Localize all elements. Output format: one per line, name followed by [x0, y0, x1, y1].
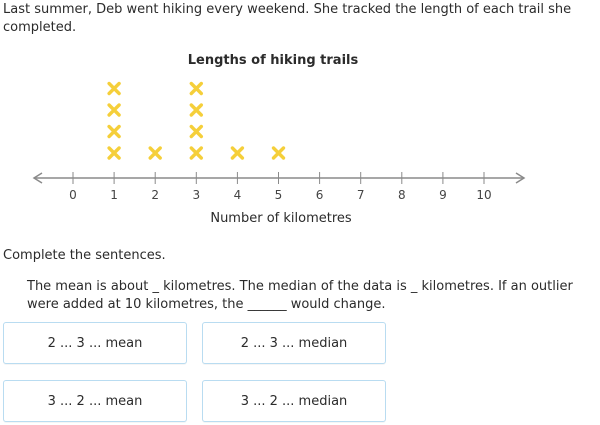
question-sentence: The mean is about _ kilometres. The medi…: [27, 279, 573, 312]
tick-label: 3: [192, 188, 200, 202]
tick-label: 5: [275, 188, 283, 202]
tick-label: 2: [151, 188, 159, 202]
tick-label: 0: [69, 188, 77, 202]
question-prompt: Complete the sentences.: [3, 248, 166, 263]
axis-arrow-right: [515, 172, 526, 184]
tick-label: 8: [398, 188, 406, 202]
data-point-x-mark: [189, 81, 203, 96]
data-point-x-mark: [189, 124, 203, 139]
data-point-x-mark: [107, 146, 121, 160]
tick-label: 4: [234, 188, 242, 202]
data-point-x-mark: [107, 124, 121, 139]
tick-label: 7: [357, 188, 365, 202]
axis-arrow-left: [32, 172, 43, 184]
choice-label: 3 ... 2 ... median: [240, 393, 348, 409]
data-point-x-mark: [189, 146, 203, 160]
data-point-x-mark: [271, 146, 286, 160]
choice-button-3[interactable]: 3 ... 2 ... mean: [3, 380, 187, 422]
data-point-x-mark: [107, 103, 121, 117]
question-intro: Last summer, Deb went hiking every weeke…: [3, 2, 572, 35]
data-point-x-mark: [189, 103, 203, 117]
choice-button-1[interactable]: 2 ... 3 ... mean: [3, 322, 187, 364]
tick-label: 10: [476, 188, 491, 202]
tick-label: 6: [316, 188, 324, 202]
data-point-x-mark: [230, 146, 245, 160]
x-axis-label: Number of kilometres: [210, 211, 352, 226]
line-plot: Lengths of hiking trails 0 1 2 3 4 5 6 7 8 9 10 Numb…: [0, 50, 600, 230]
choice-button-4[interactable]: 3 ... 2 ... median: [202, 380, 386, 422]
choice-label: 2 ... 3 ... median: [240, 335, 348, 351]
line-plot-svg: Lengths of hiking trails 0 1 2 3 4 5 6 7 8 9 10 Numb…: [32, 53, 526, 226]
choice-label: 3 ... 2 ... mean: [47, 393, 143, 409]
tick-label: 1: [110, 188, 118, 202]
tick-label: 9: [439, 188, 447, 202]
data-point-x-mark: [107, 81, 121, 96]
choice-label: 2 ... 3 ... mean: [47, 335, 143, 351]
data-point-x-mark: [148, 146, 162, 160]
chart-title: Lengths of hiking trails: [188, 53, 359, 68]
choice-button-2[interactable]: 2 ... 3 ... median: [202, 322, 386, 364]
